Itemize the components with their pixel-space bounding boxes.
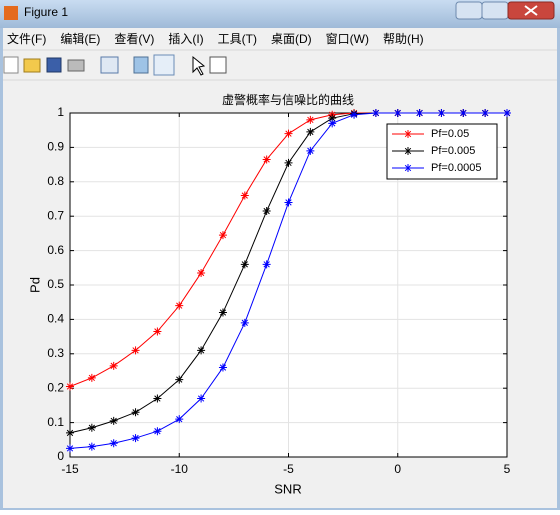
data-point <box>197 346 206 355</box>
colorbar-icon[interactable] <box>133 56 149 74</box>
y-tick-label: 0.6 <box>47 243 64 257</box>
legend-marker <box>404 147 412 155</box>
data-point <box>66 428 74 437</box>
menu-item[interactable]: 桌面(D) <box>271 32 312 46</box>
legend-label: Pf=0.0005 <box>431 162 481 174</box>
y-tick-label: 0.7 <box>47 208 64 222</box>
toolbar <box>3 54 227 76</box>
legend-marker <box>404 130 412 138</box>
maximize-button[interactable] <box>481 1 509 20</box>
data-point <box>218 363 227 372</box>
x-tick-label: -15 <box>61 462 79 476</box>
data-point <box>87 373 96 382</box>
axes: 0 0.1 0.2 0.3 0.4 0.5 0.6 0.7 0.8 0.9 1 -15 -10 -5 0 5 P… <box>47 105 511 476</box>
menu-item[interactable]: 帮助(H) <box>383 32 424 46</box>
data-point <box>175 375 184 384</box>
data-point <box>262 207 271 216</box>
chart-title: 虚警概率与信噪比的曲线 <box>222 92 354 107</box>
data-point <box>109 439 118 448</box>
menu-item[interactable]: 文件(F) <box>7 31 46 46</box>
data-point <box>262 260 271 269</box>
y-tick-label: 0.2 <box>47 380 64 394</box>
legend-marker <box>404 164 412 172</box>
data-point <box>328 114 337 123</box>
y-axis-label: Pd <box>27 277 42 293</box>
data-point <box>218 308 227 317</box>
menu-item[interactable]: 窗口(W) <box>326 32 369 46</box>
data-point <box>503 109 511 117</box>
x-tick-label: 5 <box>504 462 511 476</box>
data-point <box>284 158 293 167</box>
data-point <box>87 423 96 432</box>
data-point <box>197 268 206 277</box>
data-point <box>306 127 315 136</box>
minimize-button[interactable] <box>455 1 483 20</box>
open-icon[interactable] <box>23 58 41 73</box>
x-tick-label: 0 <box>394 462 401 476</box>
new-icon[interactable] <box>3 56 19 74</box>
y-tick-label: 0 <box>57 449 64 463</box>
legend-label: Pf=0.05 <box>431 128 469 140</box>
data-point <box>153 327 162 336</box>
data-point <box>131 434 140 443</box>
data-point <box>153 394 162 403</box>
data-point <box>284 198 293 207</box>
data-point <box>415 109 424 117</box>
menu-item[interactable]: 查看(V) <box>114 32 154 46</box>
x-tick-label: -10 <box>171 462 189 476</box>
legend-icon[interactable] <box>153 54 175 76</box>
menu-item[interactable]: 插入(I) <box>168 32 203 46</box>
data-point <box>371 109 380 117</box>
data-point <box>240 191 249 200</box>
close-icon <box>524 5 538 16</box>
data-point <box>481 109 490 117</box>
menu-item[interactable]: 工具(T) <box>218 32 257 46</box>
data-point <box>350 110 359 119</box>
data-point <box>262 155 271 164</box>
data-point <box>175 415 184 424</box>
y-tick-label: 1 <box>57 105 64 119</box>
data-point <box>131 408 140 417</box>
data-point <box>459 109 468 117</box>
menu-item[interactable]: 编辑(E) <box>60 31 100 46</box>
print-icon[interactable] <box>67 59 85 72</box>
data-point <box>240 260 249 269</box>
y-tick-label: 0.5 <box>47 277 64 291</box>
data-point <box>393 109 402 117</box>
data-point <box>284 129 293 138</box>
data-point <box>197 394 206 403</box>
data-point <box>66 382 74 391</box>
y-tick-label: 0.8 <box>47 174 64 188</box>
data-point <box>87 442 96 451</box>
data-point <box>240 318 249 327</box>
data-point <box>175 301 184 310</box>
axes-box <box>69 112 508 458</box>
y-tick-label: 0.1 <box>47 415 64 429</box>
data-point <box>109 416 118 425</box>
window-title: Figure 1 <box>24 5 68 19</box>
data-point <box>66 444 74 453</box>
y-tick-label: 0.4 <box>47 312 64 326</box>
menu-bar: 文件(F) 编辑(E) 查看(V) 插入(I) 工具(T) 桌面(D) 窗口(W) 帮助(H) <box>7 31 424 46</box>
data-point <box>153 427 162 436</box>
data-point <box>306 115 315 124</box>
data-point <box>306 146 315 155</box>
data-point <box>218 231 227 240</box>
data-point <box>109 361 118 370</box>
x-axis-label: SNR <box>274 481 301 496</box>
save-icon[interactable] <box>46 57 62 73</box>
data-point <box>437 109 446 117</box>
link-icon[interactable] <box>100 56 119 74</box>
y-tick-label: 0.3 <box>47 346 64 360</box>
x-tick-label: -5 <box>283 462 294 476</box>
app-icon <box>4 6 18 20</box>
data-point <box>328 119 337 128</box>
data-point <box>131 346 140 355</box>
pointer-icon[interactable] <box>192 55 206 76</box>
property-icon[interactable] <box>209 56 227 74</box>
y-tick-label: 0.9 <box>47 140 64 154</box>
legend-label: Pf=0.005 <box>431 145 475 157</box>
